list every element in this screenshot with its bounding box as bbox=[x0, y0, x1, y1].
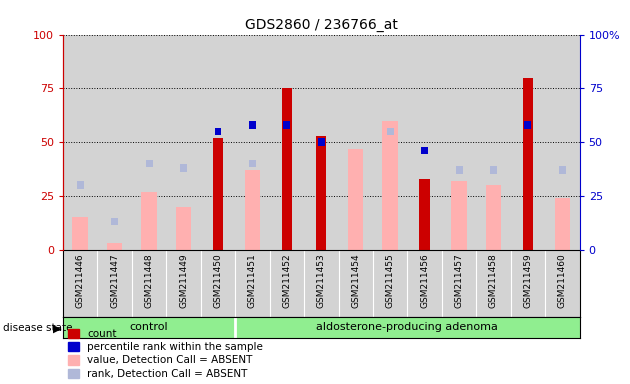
Bar bbox=[451, 181, 467, 250]
Bar bbox=[525, 121, 531, 129]
Bar bbox=[490, 166, 497, 174]
Bar bbox=[249, 121, 256, 129]
Bar bbox=[316, 136, 326, 250]
Text: GSM211454: GSM211454 bbox=[352, 253, 360, 308]
Bar bbox=[554, 198, 570, 250]
Text: GSM211459: GSM211459 bbox=[524, 253, 532, 308]
Bar bbox=[486, 185, 501, 250]
Bar bbox=[421, 147, 428, 154]
Text: ▶: ▶ bbox=[54, 323, 62, 333]
Bar bbox=[107, 243, 122, 250]
Bar bbox=[244, 170, 260, 250]
Text: GSM211447: GSM211447 bbox=[110, 253, 119, 308]
Text: GSM211450: GSM211450 bbox=[214, 253, 222, 308]
Bar bbox=[420, 179, 430, 250]
Text: aldosterone-producing adenoma: aldosterone-producing adenoma bbox=[316, 322, 498, 333]
Bar bbox=[63, 317, 235, 338]
Bar bbox=[180, 164, 187, 172]
Bar bbox=[215, 127, 221, 135]
Title: GDS2860 / 236766_at: GDS2860 / 236766_at bbox=[245, 18, 398, 32]
Bar bbox=[176, 207, 192, 250]
Bar bbox=[146, 160, 152, 167]
Bar bbox=[282, 88, 292, 250]
Bar bbox=[455, 166, 462, 174]
Bar bbox=[249, 160, 256, 167]
Text: GSM211458: GSM211458 bbox=[489, 253, 498, 308]
Bar bbox=[284, 121, 290, 129]
Bar bbox=[77, 181, 84, 189]
Legend: count, percentile rank within the sample, value, Detection Call = ABSENT, rank, : count, percentile rank within the sample… bbox=[68, 328, 263, 379]
Bar bbox=[523, 78, 533, 250]
Text: GSM211448: GSM211448 bbox=[145, 253, 154, 308]
Bar bbox=[235, 317, 580, 338]
Text: control: control bbox=[130, 322, 168, 333]
Bar bbox=[213, 138, 223, 250]
Bar bbox=[318, 138, 324, 146]
Bar bbox=[387, 127, 394, 135]
Bar bbox=[112, 218, 118, 225]
Text: GSM211451: GSM211451 bbox=[248, 253, 257, 308]
Text: GSM211449: GSM211449 bbox=[179, 253, 188, 308]
Bar bbox=[382, 121, 398, 250]
Text: GSM211453: GSM211453 bbox=[317, 253, 326, 308]
Text: GSM211446: GSM211446 bbox=[76, 253, 84, 308]
Text: GSM211455: GSM211455 bbox=[386, 253, 394, 308]
Bar bbox=[141, 192, 157, 250]
Bar bbox=[559, 166, 566, 174]
Text: disease state: disease state bbox=[3, 323, 72, 333]
Text: GSM211452: GSM211452 bbox=[282, 253, 291, 308]
Text: GSM211456: GSM211456 bbox=[420, 253, 429, 308]
Bar bbox=[348, 149, 364, 250]
Text: GSM211460: GSM211460 bbox=[558, 253, 567, 308]
Bar bbox=[72, 217, 88, 250]
Text: GSM211457: GSM211457 bbox=[455, 253, 464, 308]
